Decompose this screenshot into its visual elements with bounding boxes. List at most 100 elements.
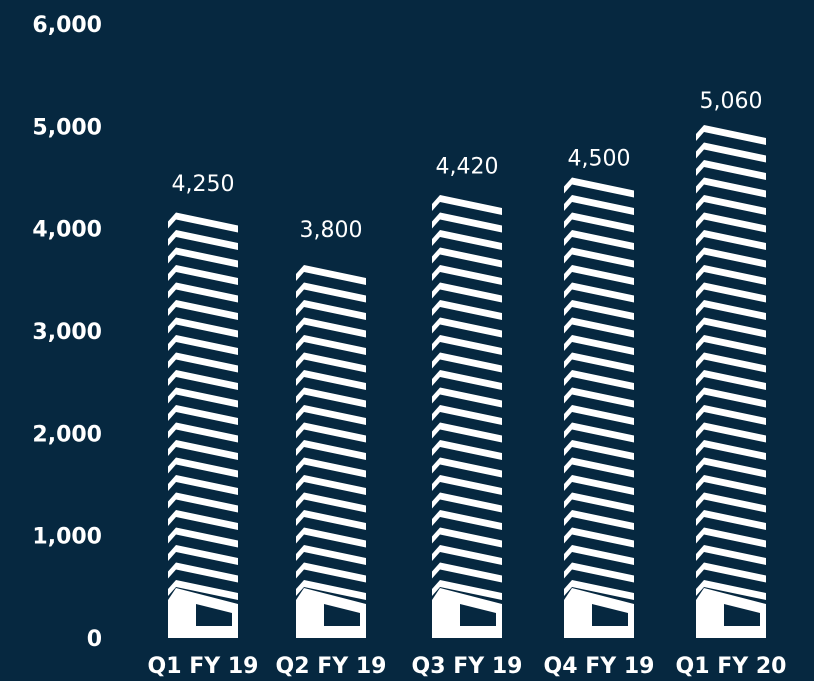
roof-stripe xyxy=(564,440,634,460)
y-tick-label: 4,000 xyxy=(32,218,102,243)
roof-stripe xyxy=(168,492,238,513)
roof-stripe xyxy=(564,300,634,320)
roof-stripe xyxy=(564,212,634,233)
data-label: 5,060 xyxy=(700,89,763,114)
data-label: 3,800 xyxy=(300,218,363,243)
roof-stripe xyxy=(564,457,634,478)
roof-stripe xyxy=(564,527,634,548)
roof-stripe xyxy=(296,492,366,513)
roof-stripe xyxy=(168,475,238,495)
roof-stripe xyxy=(696,545,766,565)
roof-stripe xyxy=(696,335,766,355)
roof-stripe xyxy=(296,422,366,443)
roof-stripe xyxy=(168,527,238,548)
roof-stripe xyxy=(296,475,366,495)
roof-stripe xyxy=(696,440,766,460)
roof-stripe xyxy=(564,475,634,495)
bar xyxy=(696,125,766,638)
house-window xyxy=(324,604,360,626)
roof-stripe xyxy=(168,457,238,478)
house-window xyxy=(724,604,760,626)
roof-stripe xyxy=(432,247,502,268)
roof-stripe xyxy=(696,317,766,338)
data-label: 4,250 xyxy=(172,172,235,197)
roof-stripe xyxy=(432,352,502,373)
bar xyxy=(168,212,238,638)
roof-stripe xyxy=(432,195,502,215)
roof-stripe xyxy=(696,142,766,163)
roof-stripe xyxy=(296,405,366,425)
roof-stripe xyxy=(432,527,502,548)
roof-stripe xyxy=(564,282,634,303)
roof-stripe xyxy=(432,265,502,285)
y-tick-label: 2,000 xyxy=(32,422,102,447)
roof-stripe xyxy=(168,422,238,443)
roof-stripe xyxy=(296,300,366,320)
data-label: 4,500 xyxy=(568,147,631,172)
roof-stripe xyxy=(168,300,238,320)
roof-stripe xyxy=(432,492,502,513)
roof-stripe xyxy=(296,282,366,303)
roof-stripe xyxy=(432,370,502,390)
roof-stripe xyxy=(564,545,634,565)
roof-stripe xyxy=(696,422,766,443)
roof-stripe xyxy=(696,160,766,180)
roof-stripe xyxy=(168,212,238,233)
roof-stripe xyxy=(168,352,238,373)
roof-stripe xyxy=(564,230,634,250)
roof-stripe xyxy=(168,265,238,285)
x-tick-label: Q1 FY 20 xyxy=(676,654,787,679)
y-tick-label: 0 xyxy=(87,627,102,652)
roof-stripe xyxy=(296,580,366,600)
roof-stripe xyxy=(432,562,502,583)
roof-stripe xyxy=(432,230,502,250)
roof-stripe xyxy=(696,475,766,495)
x-tick-label: Q1 FY 19 xyxy=(148,654,259,679)
roof-stripe xyxy=(168,335,238,355)
roof-stripe xyxy=(696,212,766,233)
roof-stripe xyxy=(296,545,366,565)
roof-stripe xyxy=(168,562,238,583)
bar xyxy=(296,265,366,638)
roof-stripe xyxy=(296,352,366,373)
x-tick-label: Q4 FY 19 xyxy=(544,654,655,679)
roof-stripe xyxy=(168,440,238,460)
roof-stripe xyxy=(564,387,634,408)
roof-stripe xyxy=(696,405,766,425)
roof-stripe xyxy=(432,212,502,233)
roof-stripe xyxy=(296,457,366,478)
roof-stripe xyxy=(432,510,502,530)
roof-stripe xyxy=(296,370,366,390)
y-tick-label: 1,000 xyxy=(32,525,102,550)
roof-stripe xyxy=(432,317,502,338)
roof-stripe xyxy=(564,352,634,373)
roof-stripe xyxy=(296,527,366,548)
roof-stripe xyxy=(696,527,766,548)
roof-stripe xyxy=(564,510,634,530)
roof-stripe xyxy=(432,300,502,320)
roof-stripe xyxy=(696,352,766,373)
roof-stripe xyxy=(696,580,766,600)
y-tick-label: 3,000 xyxy=(32,320,102,345)
roof-stripe xyxy=(432,282,502,303)
roof-stripe xyxy=(564,195,634,215)
x-tick-label: Q2 FY 19 xyxy=(276,654,387,679)
house-window xyxy=(592,604,628,626)
roof-stripe xyxy=(564,317,634,338)
roof-stripe xyxy=(696,562,766,583)
roof-stripe xyxy=(432,580,502,600)
roof-stripe xyxy=(696,510,766,530)
roof-stripe xyxy=(432,440,502,460)
roof-stripe xyxy=(432,405,502,425)
roof-stripe xyxy=(696,195,766,215)
roof-stripe xyxy=(432,545,502,565)
roof-stripe xyxy=(564,562,634,583)
roof-stripe xyxy=(564,422,634,443)
roof-stripe xyxy=(296,510,366,530)
roof-stripe xyxy=(296,335,366,355)
roof-stripe xyxy=(696,265,766,285)
roof-stripe xyxy=(432,422,502,443)
house-window xyxy=(196,604,232,626)
data-label: 4,420 xyxy=(436,155,499,180)
